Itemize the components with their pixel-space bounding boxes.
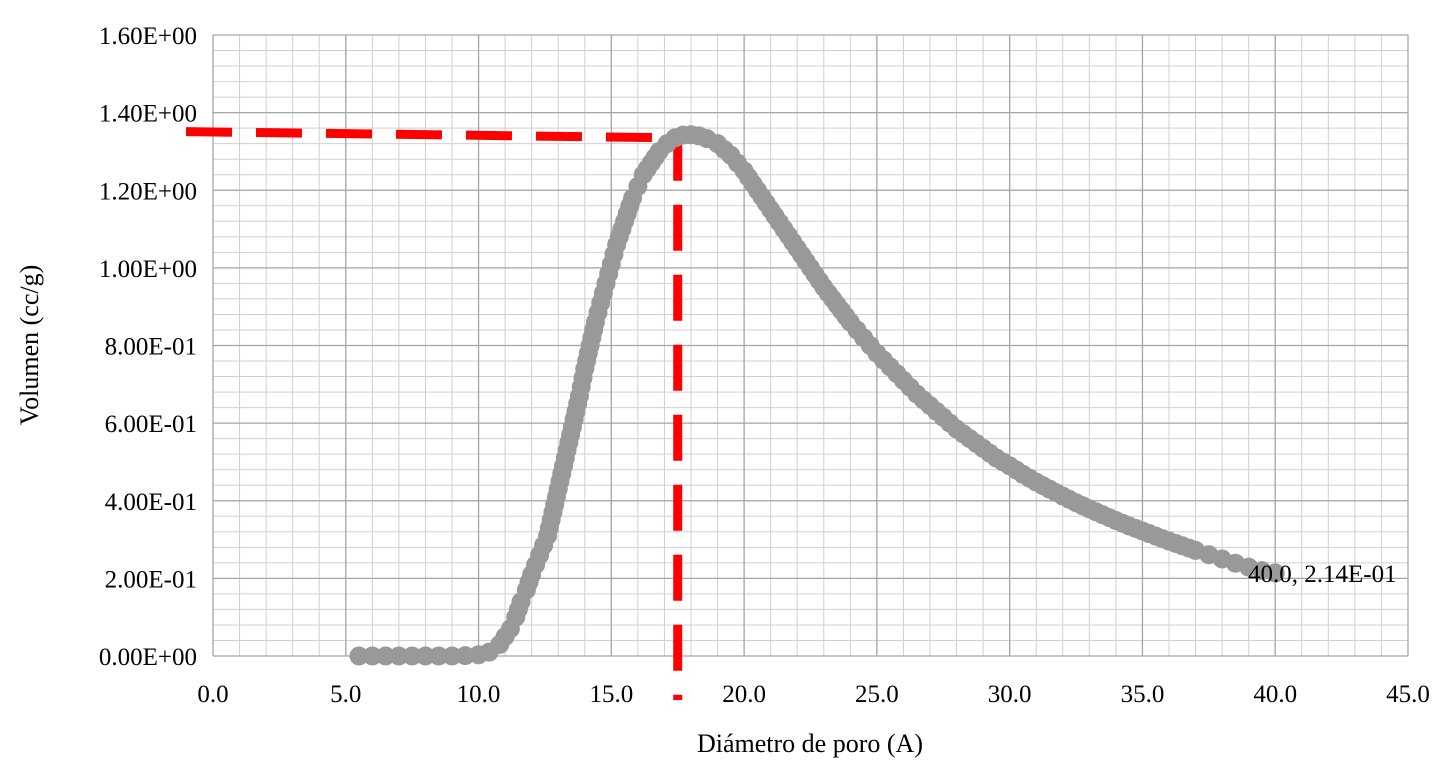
data-point (349, 646, 369, 666)
y-tick-label: 1.00E+00 (99, 256, 197, 283)
x-axis-title: Diámetro de poro (A) (697, 729, 923, 758)
data-label: 40.0, 2.14E-01 (1248, 561, 1397, 588)
x-tick-label: 35.0 (1121, 681, 1165, 708)
annotations: 40.0, 2.14E-01 (1248, 561, 1397, 588)
y-axis-title: Volumen (cc/g) (15, 265, 44, 426)
reference-lines (185, 127, 683, 700)
x-tick-labels: 0.0 5.0 10.0 15.0 20.0 25.0 30.0 35.0 40.0 45.0 (197, 681, 1430, 708)
major-gridlines (212, 34, 1409, 657)
y-tick-label: 2.00E-01 (105, 566, 197, 593)
x-tick-label: 15.0 (589, 681, 633, 708)
x-tick-label: 10.0 (457, 681, 501, 708)
data-point (442, 646, 462, 666)
x-tick-label: 20.0 (722, 681, 766, 708)
data-point (429, 646, 449, 666)
y-tick-label: 1.40E+00 (99, 101, 197, 128)
y-tick-label: 1.60E+00 (99, 23, 197, 50)
x-tick-label: 30.0 (988, 681, 1032, 708)
data-points (349, 125, 1285, 666)
data-point (402, 646, 422, 666)
data-point (1265, 563, 1285, 583)
y-tick-label: 6.00E-01 (105, 411, 197, 438)
y-tick-labels: 0.00E+00 2.00E-01 4.00E-01 6.00E-01 8.00E-01… (99, 23, 197, 671)
horizontal-reference-line (185, 127, 678, 143)
x-tick-label: 5.0 (330, 681, 361, 708)
data-point (362, 646, 382, 666)
x-tick-label: 0.0 (197, 681, 228, 708)
x-tick-label: 40.0 (1253, 681, 1297, 708)
data-point (376, 646, 396, 666)
y-tick-label: 1.20E+00 (99, 178, 197, 205)
data-point (415, 646, 435, 666)
x-tick-label: 45.0 (1386, 681, 1430, 708)
data-point (389, 646, 409, 666)
y-tick-label: 0.00E+00 (99, 644, 197, 671)
x-tick-label: 25.0 (855, 681, 899, 708)
y-tick-label: 4.00E-01 (105, 489, 197, 516)
y-tick-label: 8.00E-01 (105, 334, 197, 361)
